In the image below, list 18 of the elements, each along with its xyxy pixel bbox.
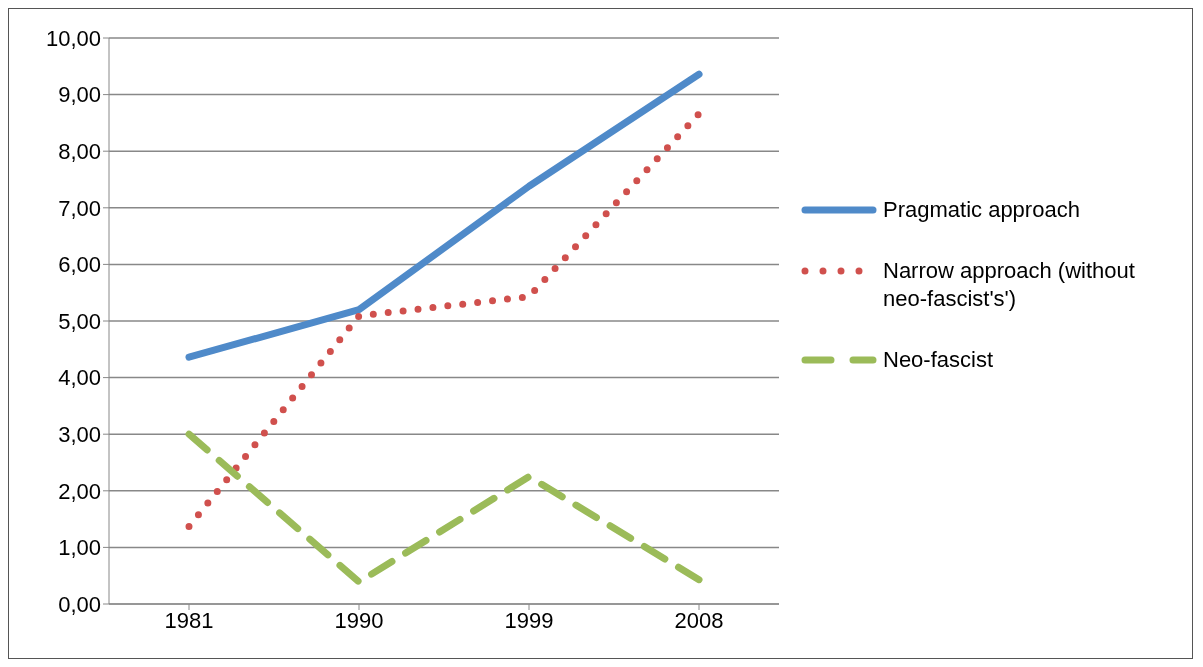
y-tick-label: 1,00 bbox=[58, 534, 101, 560]
y-tick-label: 10,00 bbox=[45, 25, 101, 51]
y-tick-label: 0,00 bbox=[58, 591, 101, 617]
x-tick-label: 1990 bbox=[334, 607, 384, 633]
y-tick-label: 4,00 bbox=[58, 364, 101, 390]
y-tick-label: 8,00 bbox=[58, 138, 101, 164]
y-tick-label: 6,00 bbox=[58, 251, 101, 277]
y-tick-label: 3,00 bbox=[58, 421, 101, 447]
y-tick-label: 9,00 bbox=[58, 81, 101, 107]
legend-label: Neo-fascist bbox=[883, 346, 995, 374]
x-tick-label: 2008 bbox=[674, 607, 724, 633]
x-tick-label: 1981 bbox=[164, 607, 214, 633]
legend-label: Pragmatic approach bbox=[883, 196, 1081, 224]
x-tick-label: 1999 bbox=[504, 607, 554, 633]
y-tick-label: 5,00 bbox=[58, 308, 101, 334]
legend-label: Narrow approach (without neo-fascist's') bbox=[883, 257, 1136, 313]
y-tick-label: 7,00 bbox=[58, 195, 101, 221]
y-tick-label: 2,00 bbox=[58, 478, 101, 504]
